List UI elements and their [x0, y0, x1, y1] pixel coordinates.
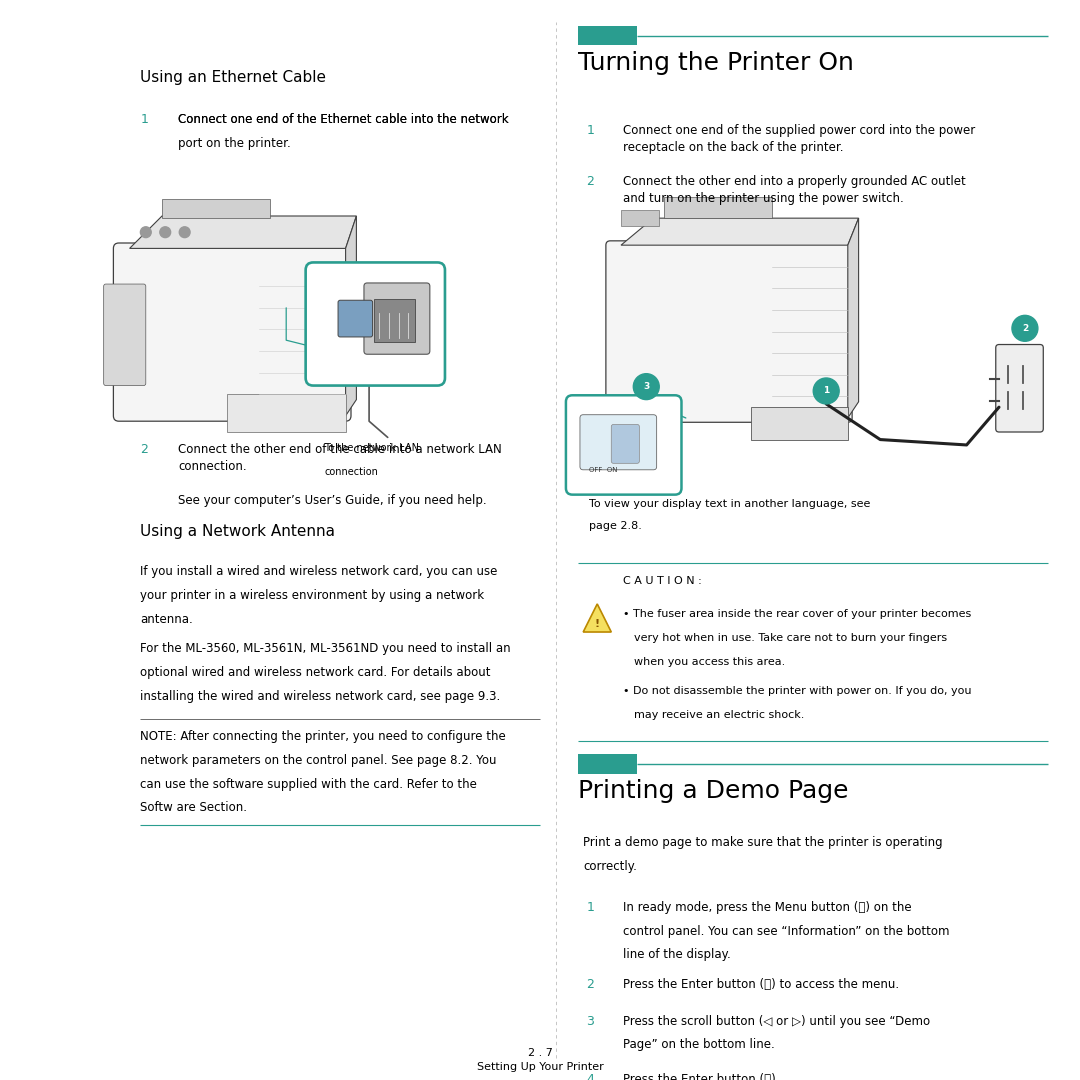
Text: • Do not disassemble the printer with power on. If you do, you: • Do not disassemble the printer with po…	[623, 687, 972, 697]
Text: Press the Enter button (Ⓢ).: Press the Enter button (Ⓢ).	[623, 1074, 780, 1080]
Text: 2: 2	[586, 977, 594, 990]
Circle shape	[179, 227, 190, 238]
Text: OFF  ON: OFF ON	[589, 467, 617, 473]
Text: control panel. You can see “Information” on the bottom: control panel. You can see “Information”…	[623, 924, 949, 937]
Text: port on the printer.: port on the printer.	[178, 137, 291, 150]
Text: line of the display.: line of the display.	[623, 948, 731, 961]
FancyBboxPatch shape	[227, 394, 346, 432]
Text: For the ML-3560, ML-3561N, ML-3561ND you need to install an: For the ML-3560, ML-3561N, ML-3561ND you…	[140, 642, 511, 654]
FancyBboxPatch shape	[751, 407, 848, 440]
FancyBboxPatch shape	[664, 197, 772, 218]
Text: optional wired and wireless network card. For details about: optional wired and wireless network card…	[140, 665, 491, 679]
FancyBboxPatch shape	[374, 299, 415, 342]
Text: 1: 1	[586, 901, 594, 914]
Text: In ready mode, press the Menu button (Ⓜ) on the: In ready mode, press the Menu button (Ⓜ)…	[623, 901, 912, 914]
FancyBboxPatch shape	[611, 424, 639, 463]
Text: Connect one end of the Ethernet cable into the network: Connect one end of the Ethernet cable in…	[178, 113, 509, 126]
Text: 2: 2	[1022, 324, 1028, 333]
Text: your printer in a wireless environment by using a network: your printer in a wireless environment b…	[140, 589, 485, 602]
FancyBboxPatch shape	[306, 262, 445, 386]
Text: connection: connection	[324, 467, 378, 476]
FancyBboxPatch shape	[578, 755, 637, 774]
Polygon shape	[621, 218, 859, 245]
Text: 2 . 7: 2 . 7	[527, 1048, 553, 1057]
Circle shape	[1012, 315, 1038, 341]
Text: 1: 1	[140, 113, 148, 126]
Text: !: !	[595, 619, 599, 629]
Text: Page” on the bottom line.: Page” on the bottom line.	[623, 1039, 775, 1052]
Text: Press the scroll button (◁ or ▷) until you see “Demo: Press the scroll button (◁ or ▷) until y…	[623, 1014, 930, 1027]
Text: antenna.: antenna.	[140, 612, 193, 625]
Circle shape	[140, 227, 151, 238]
FancyBboxPatch shape	[113, 243, 351, 421]
Text: If you install a wired and wireless network card, you can use: If you install a wired and wireless netw…	[140, 565, 498, 578]
Text: Connect the other end into a properly grounded AC outlet
and turn on the printer: Connect the other end into a properly gr…	[623, 175, 966, 205]
Text: Softw are Section.: Softw are Section.	[140, 801, 247, 814]
Text: can use the software supplied with the card. Refer to the: can use the software supplied with the c…	[140, 778, 477, 791]
Text: 3: 3	[644, 382, 649, 391]
Text: Connect the other end of the cable into a network LAN
connection.: Connect the other end of the cable into …	[178, 443, 502, 473]
Circle shape	[160, 227, 171, 238]
Text: installing the wired and wireless network card, see page 9.3.: installing the wired and wireless networ…	[140, 690, 501, 703]
Text: Printing a Demo Page: Printing a Demo Page	[578, 780, 848, 804]
Text: Print a demo page to make sure that the printer is operating: Print a demo page to make sure that the …	[583, 837, 943, 850]
Text: Press the Enter button (Ⓢ) to access the menu.: Press the Enter button (Ⓢ) to access the…	[623, 977, 900, 990]
Text: 3: 3	[586, 1014, 594, 1027]
Text: Setting Up Your Printer: Setting Up Your Printer	[476, 1062, 604, 1071]
Text: correctly.: correctly.	[583, 861, 637, 874]
Circle shape	[813, 378, 839, 404]
Text: 1: 1	[586, 124, 594, 137]
Text: Connect one end of the supplied power cord into the power
receptacle on the back: Connect one end of the supplied power co…	[623, 124, 975, 154]
FancyBboxPatch shape	[338, 300, 373, 337]
Text: 2: 2	[586, 175, 594, 188]
Text: when you access this area.: when you access this area.	[634, 657, 785, 667]
Text: To view your display text in another language, see: To view your display text in another lan…	[589, 499, 870, 509]
Text: Using an Ethernet Cable: Using an Ethernet Cable	[140, 70, 326, 85]
Text: Turning the Printer On: Turning the Printer On	[578, 51, 853, 75]
Text: To the network LAN: To the network LAN	[324, 443, 419, 453]
Text: 1: 1	[823, 387, 829, 395]
Text: network parameters on the control panel. See page 8.2. You: network parameters on the control panel.…	[140, 754, 497, 767]
FancyBboxPatch shape	[162, 199, 270, 218]
FancyBboxPatch shape	[364, 283, 430, 354]
Polygon shape	[583, 604, 611, 632]
FancyBboxPatch shape	[580, 415, 657, 470]
Text: NOTE: After connecting the printer, you need to configure the: NOTE: After connecting the printer, you …	[140, 730, 507, 743]
FancyBboxPatch shape	[606, 241, 852, 422]
Circle shape	[633, 374, 659, 400]
FancyBboxPatch shape	[621, 210, 659, 226]
FancyBboxPatch shape	[996, 345, 1043, 432]
FancyBboxPatch shape	[578, 26, 637, 45]
FancyBboxPatch shape	[566, 395, 681, 495]
Polygon shape	[848, 218, 859, 418]
Text: See your computer’s User’s Guide, if you need help.: See your computer’s User’s Guide, if you…	[178, 495, 487, 508]
Text: 2: 2	[140, 443, 148, 456]
Text: 4: 4	[586, 1074, 594, 1080]
FancyBboxPatch shape	[104, 284, 146, 386]
Text: Connect one end of the Ethernet cable into the network: Connect one end of the Ethernet cable in…	[178, 113, 509, 126]
Text: • The fuser area inside the rear cover of your printer becomes: • The fuser area inside the rear cover o…	[623, 609, 971, 619]
Polygon shape	[130, 216, 356, 248]
Text: page 2.8.: page 2.8.	[589, 521, 642, 531]
Text: C A U T I O N :: C A U T I O N :	[623, 577, 702, 586]
Text: very hot when in use. Take care not to burn your fingers: very hot when in use. Take care not to b…	[634, 633, 947, 643]
Polygon shape	[346, 216, 356, 416]
Text: may receive an electric shock.: may receive an electric shock.	[634, 711, 805, 720]
Text: Using a Network Antenna: Using a Network Antenna	[140, 524, 336, 539]
